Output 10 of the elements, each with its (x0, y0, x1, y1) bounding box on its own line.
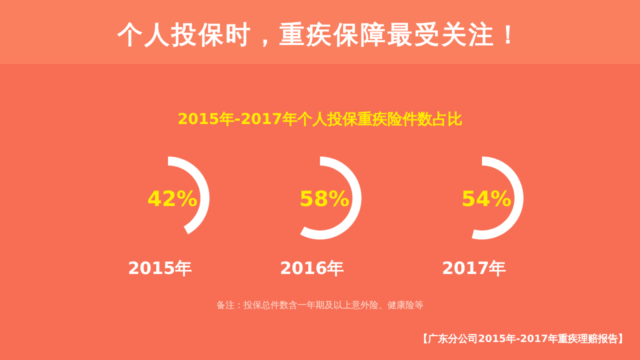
text: 2015年-2017年个人投保重疾险件数占比 (178, 110, 462, 128)
text: 2015年 (128, 259, 192, 279)
data-label: 58% (299, 187, 350, 211)
data-label: 54% (461, 187, 512, 211)
text: 备注：投保总件数含一年期及以上意外险、健康险等 (216, 300, 424, 311)
text: 2017年 (442, 259, 506, 279)
text: 【广东分公司2015年-2017年重疾理赔报告】 (418, 333, 628, 345)
text: 个人投保时，重疾保障最受关注！ (116, 20, 522, 49)
data-label: 42% (147, 187, 198, 211)
text: 2016年 (280, 259, 344, 279)
